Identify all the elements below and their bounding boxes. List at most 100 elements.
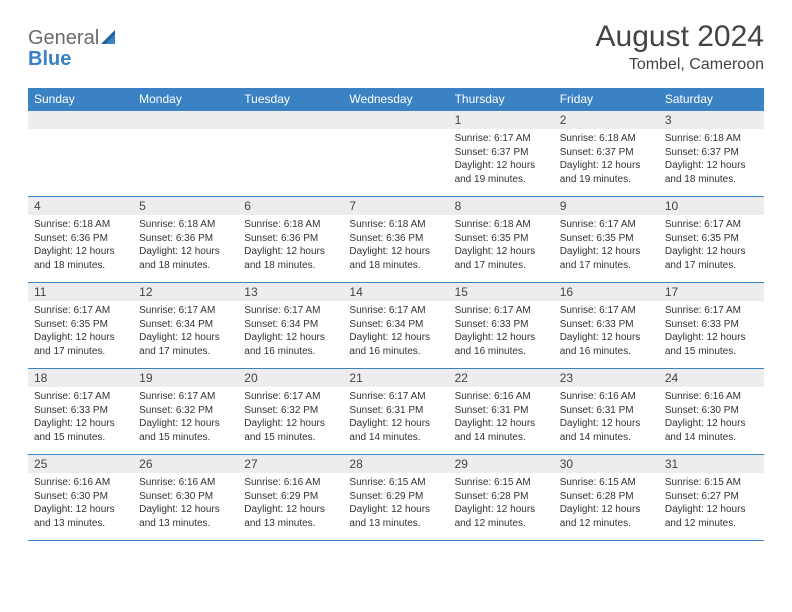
day-content: Sunrise: 6:16 AMSunset: 6:30 PMDaylight:… (659, 387, 764, 450)
day-info-line: Sunrise: 6:15 AM (665, 476, 758, 490)
day-info-line: Sunset: 6:35 PM (34, 318, 127, 332)
day-info-line: Daylight: 12 hours and 16 minutes. (244, 331, 337, 358)
calendar-day-cell: 20Sunrise: 6:17 AMSunset: 6:32 PMDayligh… (238, 369, 343, 455)
day-info-line: Daylight: 12 hours and 12 minutes. (560, 503, 653, 530)
day-info-line: Daylight: 12 hours and 16 minutes. (560, 331, 653, 358)
day-header: Friday (554, 88, 659, 111)
location-label: Tombel, Cameroon (596, 56, 764, 74)
day-info-line: Daylight: 12 hours and 16 minutes. (349, 331, 442, 358)
logo-text-blue: Blue (28, 48, 71, 70)
day-content: Sunrise: 6:18 AMSunset: 6:35 PMDaylight:… (449, 215, 554, 278)
day-info-line: Daylight: 12 hours and 13 minutes. (349, 503, 442, 530)
day-info-line: Sunset: 6:33 PM (455, 318, 548, 332)
day-number: 21 (343, 369, 448, 387)
calendar-day-cell: 21Sunrise: 6:17 AMSunset: 6:31 PMDayligh… (343, 369, 448, 455)
calendar-day-cell: 13Sunrise: 6:17 AMSunset: 6:34 PMDayligh… (238, 283, 343, 369)
day-number: 1 (449, 111, 554, 129)
day-info-line: Sunset: 6:32 PM (139, 404, 232, 418)
calendar-day-cell: 30Sunrise: 6:15 AMSunset: 6:28 PMDayligh… (554, 455, 659, 541)
day-number: 10 (659, 197, 764, 215)
day-info-line: Sunrise: 6:17 AM (244, 390, 337, 404)
calendar-day-cell: 27Sunrise: 6:16 AMSunset: 6:29 PMDayligh… (238, 455, 343, 541)
day-info-line: Sunset: 6:35 PM (560, 232, 653, 246)
day-info-line: Sunset: 6:30 PM (139, 490, 232, 504)
calendar-week-row: 18Sunrise: 6:17 AMSunset: 6:33 PMDayligh… (28, 369, 764, 455)
day-info-line: Sunrise: 6:18 AM (34, 218, 127, 232)
day-content: Sunrise: 6:17 AMSunset: 6:34 PMDaylight:… (238, 301, 343, 364)
day-content: Sunrise: 6:17 AMSunset: 6:33 PMDaylight:… (554, 301, 659, 364)
day-content: Sunrise: 6:15 AMSunset: 6:27 PMDaylight:… (659, 473, 764, 536)
day-number: 19 (133, 369, 238, 387)
day-number: 9 (554, 197, 659, 215)
day-content: Sunrise: 6:17 AMSunset: 6:32 PMDaylight:… (238, 387, 343, 450)
calendar-day-cell: 1Sunrise: 6:17 AMSunset: 6:37 PMDaylight… (449, 111, 554, 197)
day-info-line: Daylight: 12 hours and 12 minutes. (455, 503, 548, 530)
day-info-line: Daylight: 12 hours and 17 minutes. (560, 245, 653, 272)
day-number: 24 (659, 369, 764, 387)
day-number: 3 (659, 111, 764, 129)
day-content: Sunrise: 6:15 AMSunset: 6:29 PMDaylight:… (343, 473, 448, 536)
day-info-line: Sunrise: 6:15 AM (455, 476, 548, 490)
day-info-line: Sunrise: 6:17 AM (34, 390, 127, 404)
day-info-line: Sunset: 6:34 PM (244, 318, 337, 332)
day-info-line: Sunrise: 6:17 AM (665, 218, 758, 232)
day-content: Sunrise: 6:17 AMSunset: 6:37 PMDaylight:… (449, 129, 554, 192)
day-info-line: Sunset: 6:33 PM (560, 318, 653, 332)
day-content: Sunrise: 6:16 AMSunset: 6:30 PMDaylight:… (28, 473, 133, 536)
day-info-line: Daylight: 12 hours and 19 minutes. (455, 159, 548, 186)
day-content: Sunrise: 6:16 AMSunset: 6:29 PMDaylight:… (238, 473, 343, 536)
day-content: Sunrise: 6:17 AMSunset: 6:34 PMDaylight:… (133, 301, 238, 364)
day-content: Sunrise: 6:18 AMSunset: 6:37 PMDaylight:… (659, 129, 764, 192)
day-info-line: Sunset: 6:36 PM (349, 232, 442, 246)
day-number: 2 (554, 111, 659, 129)
calendar-day-cell: 5Sunrise: 6:18 AMSunset: 6:36 PMDaylight… (133, 197, 238, 283)
day-number: 31 (659, 455, 764, 473)
day-info-line: Daylight: 12 hours and 18 minutes. (349, 245, 442, 272)
day-info-line: Sunset: 6:37 PM (665, 146, 758, 160)
calendar-day-cell: 18Sunrise: 6:17 AMSunset: 6:33 PMDayligh… (28, 369, 133, 455)
day-info-line: Sunrise: 6:17 AM (244, 304, 337, 318)
day-info-line: Daylight: 12 hours and 19 minutes. (560, 159, 653, 186)
day-info-line: Sunrise: 6:18 AM (665, 132, 758, 146)
day-content (238, 129, 343, 138)
day-info-line: Sunrise: 6:17 AM (139, 304, 232, 318)
day-number: 11 (28, 283, 133, 301)
day-info-line: Sunset: 6:37 PM (455, 146, 548, 160)
day-info-line: Daylight: 12 hours and 15 minutes. (34, 417, 127, 444)
day-header: Monday (133, 88, 238, 111)
day-number: 16 (554, 283, 659, 301)
calendar-day-cell (343, 111, 448, 197)
day-number: 6 (238, 197, 343, 215)
day-info-line: Daylight: 12 hours and 18 minutes. (244, 245, 337, 272)
day-number: 30 (554, 455, 659, 473)
day-number: 26 (133, 455, 238, 473)
day-content: Sunrise: 6:17 AMSunset: 6:35 PMDaylight:… (28, 301, 133, 364)
day-info-line: Sunrise: 6:17 AM (34, 304, 127, 318)
day-info-line: Sunset: 6:28 PM (455, 490, 548, 504)
day-info-line: Sunrise: 6:16 AM (455, 390, 548, 404)
calendar-day-cell: 8Sunrise: 6:18 AMSunset: 6:35 PMDaylight… (449, 197, 554, 283)
calendar-day-cell: 19Sunrise: 6:17 AMSunset: 6:32 PMDayligh… (133, 369, 238, 455)
day-header-row: Sunday Monday Tuesday Wednesday Thursday… (28, 88, 764, 111)
calendar-day-cell: 14Sunrise: 6:17 AMSunset: 6:34 PMDayligh… (343, 283, 448, 369)
day-info-line: Sunset: 6:28 PM (560, 490, 653, 504)
day-content: Sunrise: 6:17 AMSunset: 6:32 PMDaylight:… (133, 387, 238, 450)
day-content: Sunrise: 6:17 AMSunset: 6:33 PMDaylight:… (659, 301, 764, 364)
calendar-day-cell (133, 111, 238, 197)
day-info-line: Sunset: 6:35 PM (665, 232, 758, 246)
day-info-line: Sunrise: 6:18 AM (349, 218, 442, 232)
calendar-day-cell: 6Sunrise: 6:18 AMSunset: 6:36 PMDaylight… (238, 197, 343, 283)
day-number (28, 111, 133, 129)
calendar-day-cell: 12Sunrise: 6:17 AMSunset: 6:34 PMDayligh… (133, 283, 238, 369)
day-info-line: Sunset: 6:29 PM (349, 490, 442, 504)
calendar-day-cell: 3Sunrise: 6:18 AMSunset: 6:37 PMDaylight… (659, 111, 764, 197)
day-content: Sunrise: 6:18 AMSunset: 6:36 PMDaylight:… (133, 215, 238, 278)
day-number (133, 111, 238, 129)
calendar-day-cell: 11Sunrise: 6:17 AMSunset: 6:35 PMDayligh… (28, 283, 133, 369)
day-number: 29 (449, 455, 554, 473)
calendar-day-cell: 28Sunrise: 6:15 AMSunset: 6:29 PMDayligh… (343, 455, 448, 541)
calendar-week-row: 4Sunrise: 6:18 AMSunset: 6:36 PMDaylight… (28, 197, 764, 283)
day-info-line: Sunset: 6:32 PM (244, 404, 337, 418)
calendar-day-cell: 16Sunrise: 6:17 AMSunset: 6:33 PMDayligh… (554, 283, 659, 369)
day-info-line: Sunrise: 6:17 AM (349, 390, 442, 404)
